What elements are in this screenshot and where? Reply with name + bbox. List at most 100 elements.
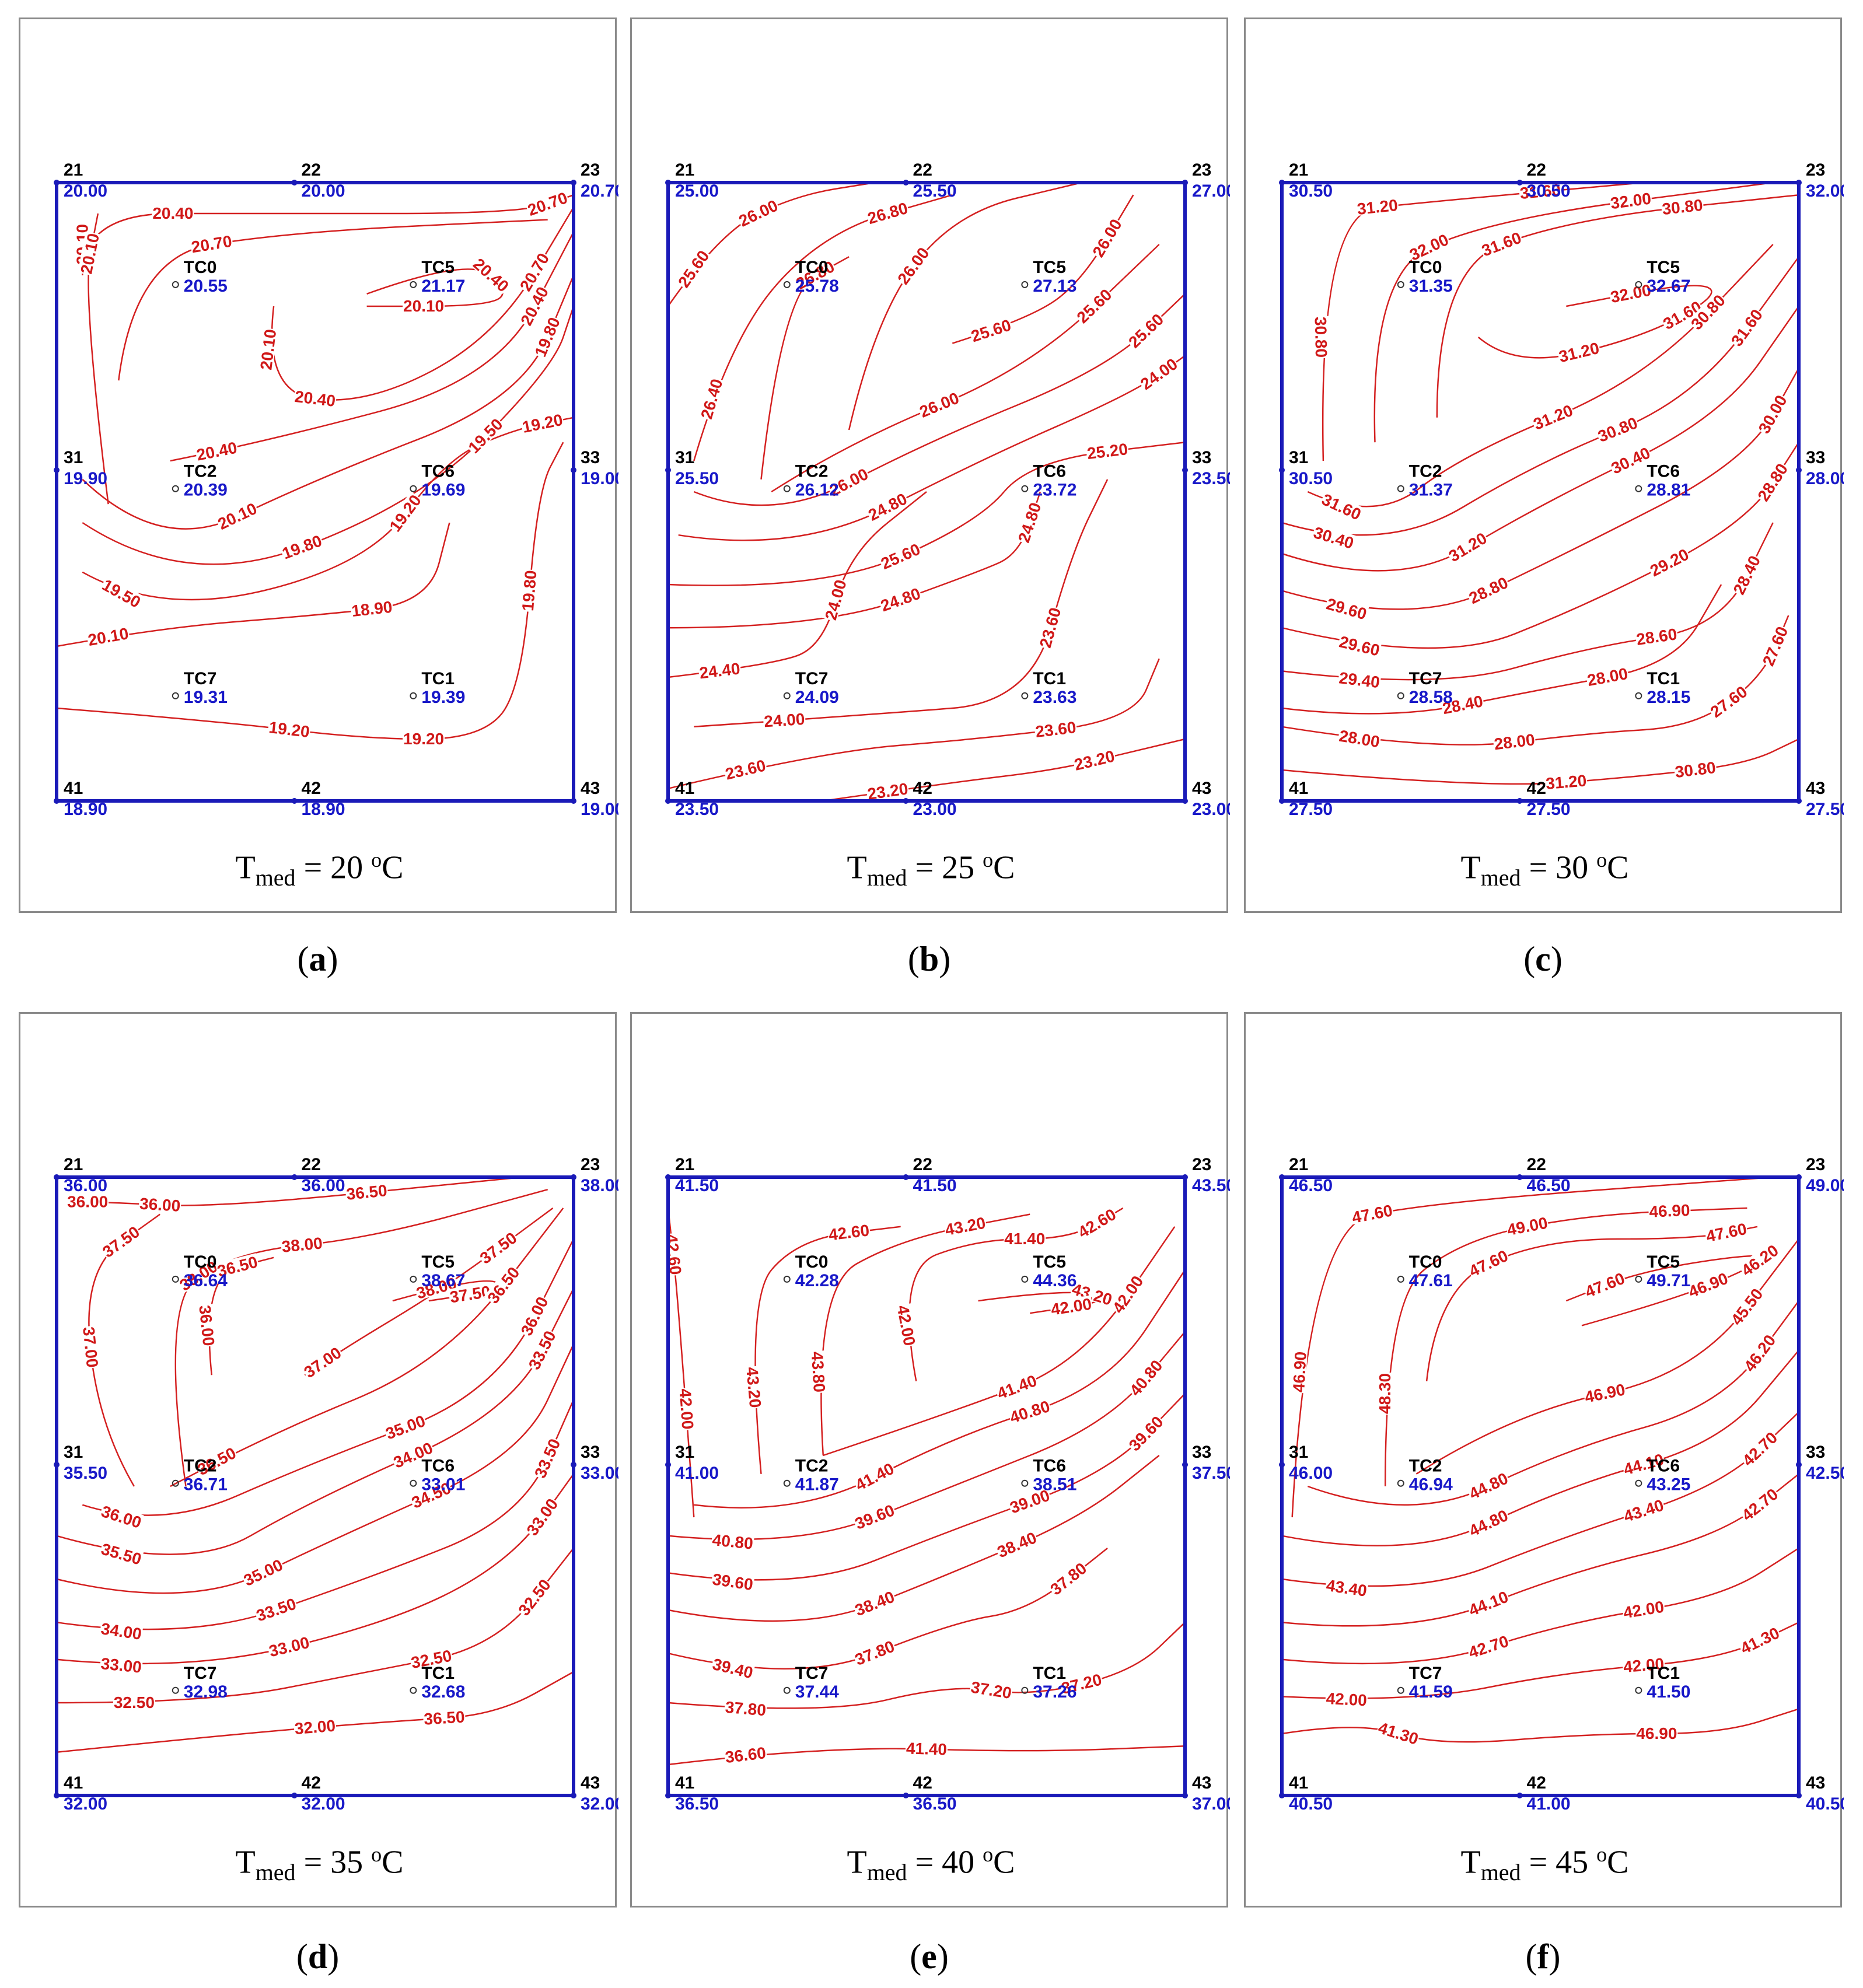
contour-label-bg bbox=[1466, 1247, 1511, 1279]
sensor-label: TC2 bbox=[795, 1457, 829, 1476]
contour-label: 32.00 bbox=[294, 1717, 336, 1738]
contour-label-bg bbox=[1673, 758, 1717, 779]
contour-label-bg bbox=[1466, 1588, 1511, 1618]
corner-point bbox=[54, 467, 60, 473]
sensor-label: TC7 bbox=[184, 669, 217, 688]
contour-label-bg bbox=[1337, 727, 1382, 749]
contour-label-bg bbox=[82, 1325, 102, 1369]
contour-label-bg bbox=[409, 1647, 453, 1670]
sensor-point bbox=[1397, 485, 1404, 492]
contour-line bbox=[56, 1548, 574, 1704]
contour-label: 30.40 bbox=[1312, 523, 1356, 552]
corner-value: 19.00 bbox=[581, 469, 618, 488]
contour-label: 31.60 bbox=[1519, 181, 1562, 202]
contour-label-bg bbox=[1109, 1272, 1145, 1316]
sensor-label: TC5 bbox=[421, 1252, 455, 1272]
contour-label: 42.60 bbox=[827, 1221, 870, 1244]
corner-label: 42 bbox=[1527, 779, 1546, 798]
sensor-label: TC0 bbox=[1409, 258, 1442, 277]
sensor-value: 44.36 bbox=[1033, 1271, 1076, 1290]
sensor-value: 27.13 bbox=[1033, 276, 1076, 296]
contour-label: 24.40 bbox=[698, 659, 741, 682]
sensor-value: 24.09 bbox=[795, 688, 839, 707]
contour-label-bg bbox=[1072, 747, 1117, 772]
corner-point bbox=[1279, 180, 1285, 186]
corner-point bbox=[665, 1461, 671, 1468]
sensor-label: TC2 bbox=[184, 462, 217, 481]
contour-label: 36.00 bbox=[67, 1192, 108, 1210]
contour-label: 37.80 bbox=[725, 1698, 767, 1720]
contour-label-bg bbox=[994, 1528, 1039, 1560]
corner-point bbox=[1796, 180, 1802, 186]
title-unit: C bbox=[1607, 849, 1629, 886]
contour-label-bg bbox=[1290, 1350, 1308, 1394]
contour-label: 37.80 bbox=[852, 1637, 897, 1669]
title-subscript: med bbox=[1480, 1859, 1521, 1885]
boundary-box bbox=[666, 181, 1187, 803]
sensor-label: TC5 bbox=[1033, 258, 1066, 277]
contour-label-bg bbox=[1049, 1295, 1093, 1317]
contour-line bbox=[56, 522, 450, 648]
corner-value: 32.00 bbox=[302, 1794, 345, 1814]
corner-value: 35.50 bbox=[64, 1464, 107, 1483]
panel-caption: (c) bbox=[1244, 939, 1842, 979]
contour-label-bg bbox=[99, 1502, 144, 1530]
corner-label: 33 bbox=[581, 448, 600, 467]
sensor-point bbox=[1635, 1275, 1642, 1283]
contour-label: 26.00 bbox=[917, 389, 962, 421]
sensor-label: TC6 bbox=[1647, 462, 1680, 481]
contour-label: 30.80 bbox=[1661, 196, 1704, 218]
corner-value: 46.50 bbox=[1527, 1176, 1571, 1195]
contour-label-bg bbox=[99, 576, 144, 610]
contour-label: 42.00 bbox=[1622, 1598, 1665, 1622]
contour-label-bg bbox=[736, 196, 781, 229]
contour-line bbox=[667, 1331, 1186, 1541]
corner-label: 21 bbox=[675, 1155, 694, 1174]
sensor-point bbox=[1635, 1686, 1642, 1694]
contour-line bbox=[170, 232, 575, 462]
corner-point bbox=[54, 180, 60, 186]
contour-label: 46.90 bbox=[1583, 1380, 1627, 1406]
contour-label-bg bbox=[471, 254, 513, 295]
contour-label-bg bbox=[1738, 1241, 1781, 1279]
contour-line bbox=[1281, 1622, 1799, 1699]
sensor-point bbox=[1635, 485, 1642, 492]
contour-label: 19.20 bbox=[386, 491, 425, 535]
contour-label-bg bbox=[215, 499, 260, 531]
corner-label: 31 bbox=[64, 1443, 83, 1462]
corner-value: 36.50 bbox=[913, 1794, 957, 1814]
sensor-point bbox=[410, 1686, 417, 1694]
contour-line bbox=[82, 416, 574, 601]
contour-label: 40.80 bbox=[711, 1531, 754, 1553]
corner-label: 33 bbox=[581, 1443, 600, 1462]
title-unit: C bbox=[382, 849, 404, 886]
corner-value: 43.50 bbox=[1192, 1176, 1230, 1195]
contour-label-bg bbox=[99, 1540, 144, 1567]
contour-line bbox=[56, 1671, 574, 1754]
caption-paren: ( bbox=[1525, 1937, 1537, 1976]
sensor-value: 25.78 bbox=[795, 276, 839, 296]
contour-label-bg bbox=[267, 718, 312, 739]
contour-label-bg bbox=[279, 531, 324, 561]
corner-label: 21 bbox=[64, 1155, 83, 1174]
contour-label-bg bbox=[1621, 1450, 1666, 1477]
contour-label: 42.00 bbox=[1050, 1295, 1093, 1319]
corner-value: 23.50 bbox=[1192, 469, 1230, 488]
contour-label-bg bbox=[1313, 316, 1330, 359]
contour-label-bg bbox=[745, 1366, 764, 1409]
corner-point bbox=[1279, 467, 1285, 473]
caption-letter: a bbox=[309, 940, 327, 978]
title-symbol: T bbox=[235, 1844, 256, 1881]
contour-label-bg bbox=[1659, 298, 1704, 332]
contour-line bbox=[67, 1176, 522, 1206]
contour-label-bg bbox=[1069, 1280, 1115, 1307]
caption-paren: ( bbox=[907, 940, 920, 978]
boundary-box bbox=[55, 1175, 575, 1797]
contour-label-bg bbox=[1036, 605, 1062, 650]
contour-label-bg bbox=[1759, 623, 1790, 668]
sensor-point bbox=[172, 692, 179, 699]
sensor-point bbox=[410, 1479, 417, 1487]
contour-label: 20.70 bbox=[190, 232, 233, 257]
contour-label: 46.20 bbox=[1740, 1331, 1780, 1375]
sensor-label: TC6 bbox=[1033, 462, 1066, 481]
